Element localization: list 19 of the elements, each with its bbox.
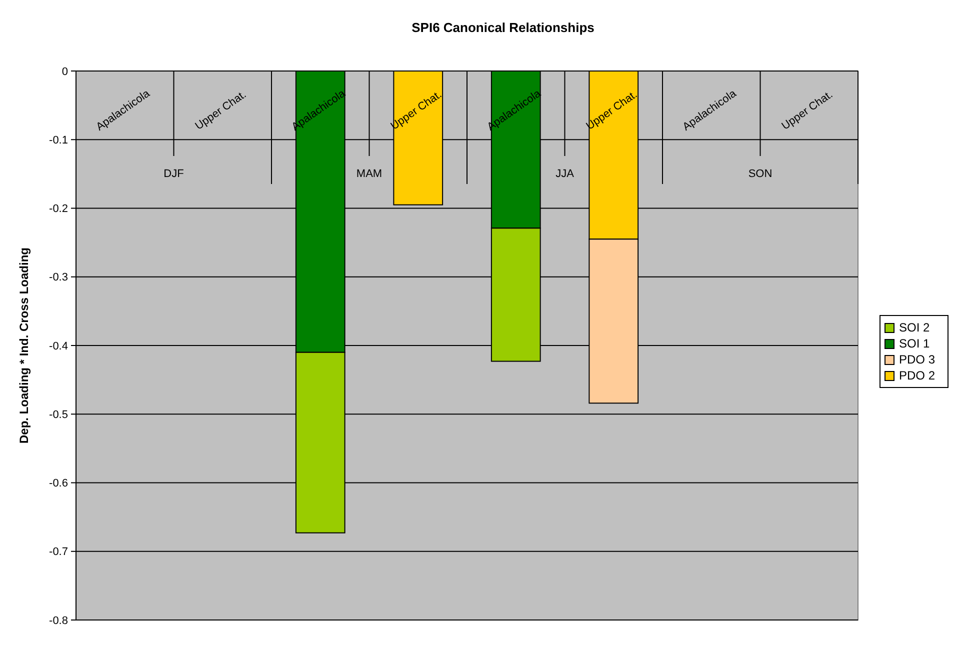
- chart-title: SPI6 Canonical Relationships: [412, 20, 594, 35]
- y-tick-label: -0.3: [49, 272, 68, 284]
- y-tick-label: -0.2: [49, 203, 68, 216]
- legend-label: PDO 2: [899, 368, 936, 382]
- legend-label: SOI 1: [899, 336, 930, 350]
- y-tick-label: -0.1: [49, 134, 68, 146]
- y-tick-label: -0.6: [49, 478, 68, 490]
- annotation: SON: [748, 168, 772, 180]
- y-tick-label: -0.4: [49, 340, 68, 352]
- y-axis-title: Dep. Loading * Ind. Cross Loading: [17, 247, 31, 444]
- annotation: MAM: [356, 168, 382, 180]
- y-tick-label: -0.8: [49, 614, 68, 627]
- y-tick-label: -0.7: [49, 546, 68, 558]
- annotation: DJF: [164, 168, 184, 180]
- legend-label: SOI 2: [899, 320, 930, 334]
- annotation: JJA: [556, 168, 575, 180]
- legend-label: PDO 3: [899, 352, 936, 366]
- y-tick-label: 0: [62, 66, 68, 78]
- y-tick-label: -0.5: [49, 408, 68, 421]
